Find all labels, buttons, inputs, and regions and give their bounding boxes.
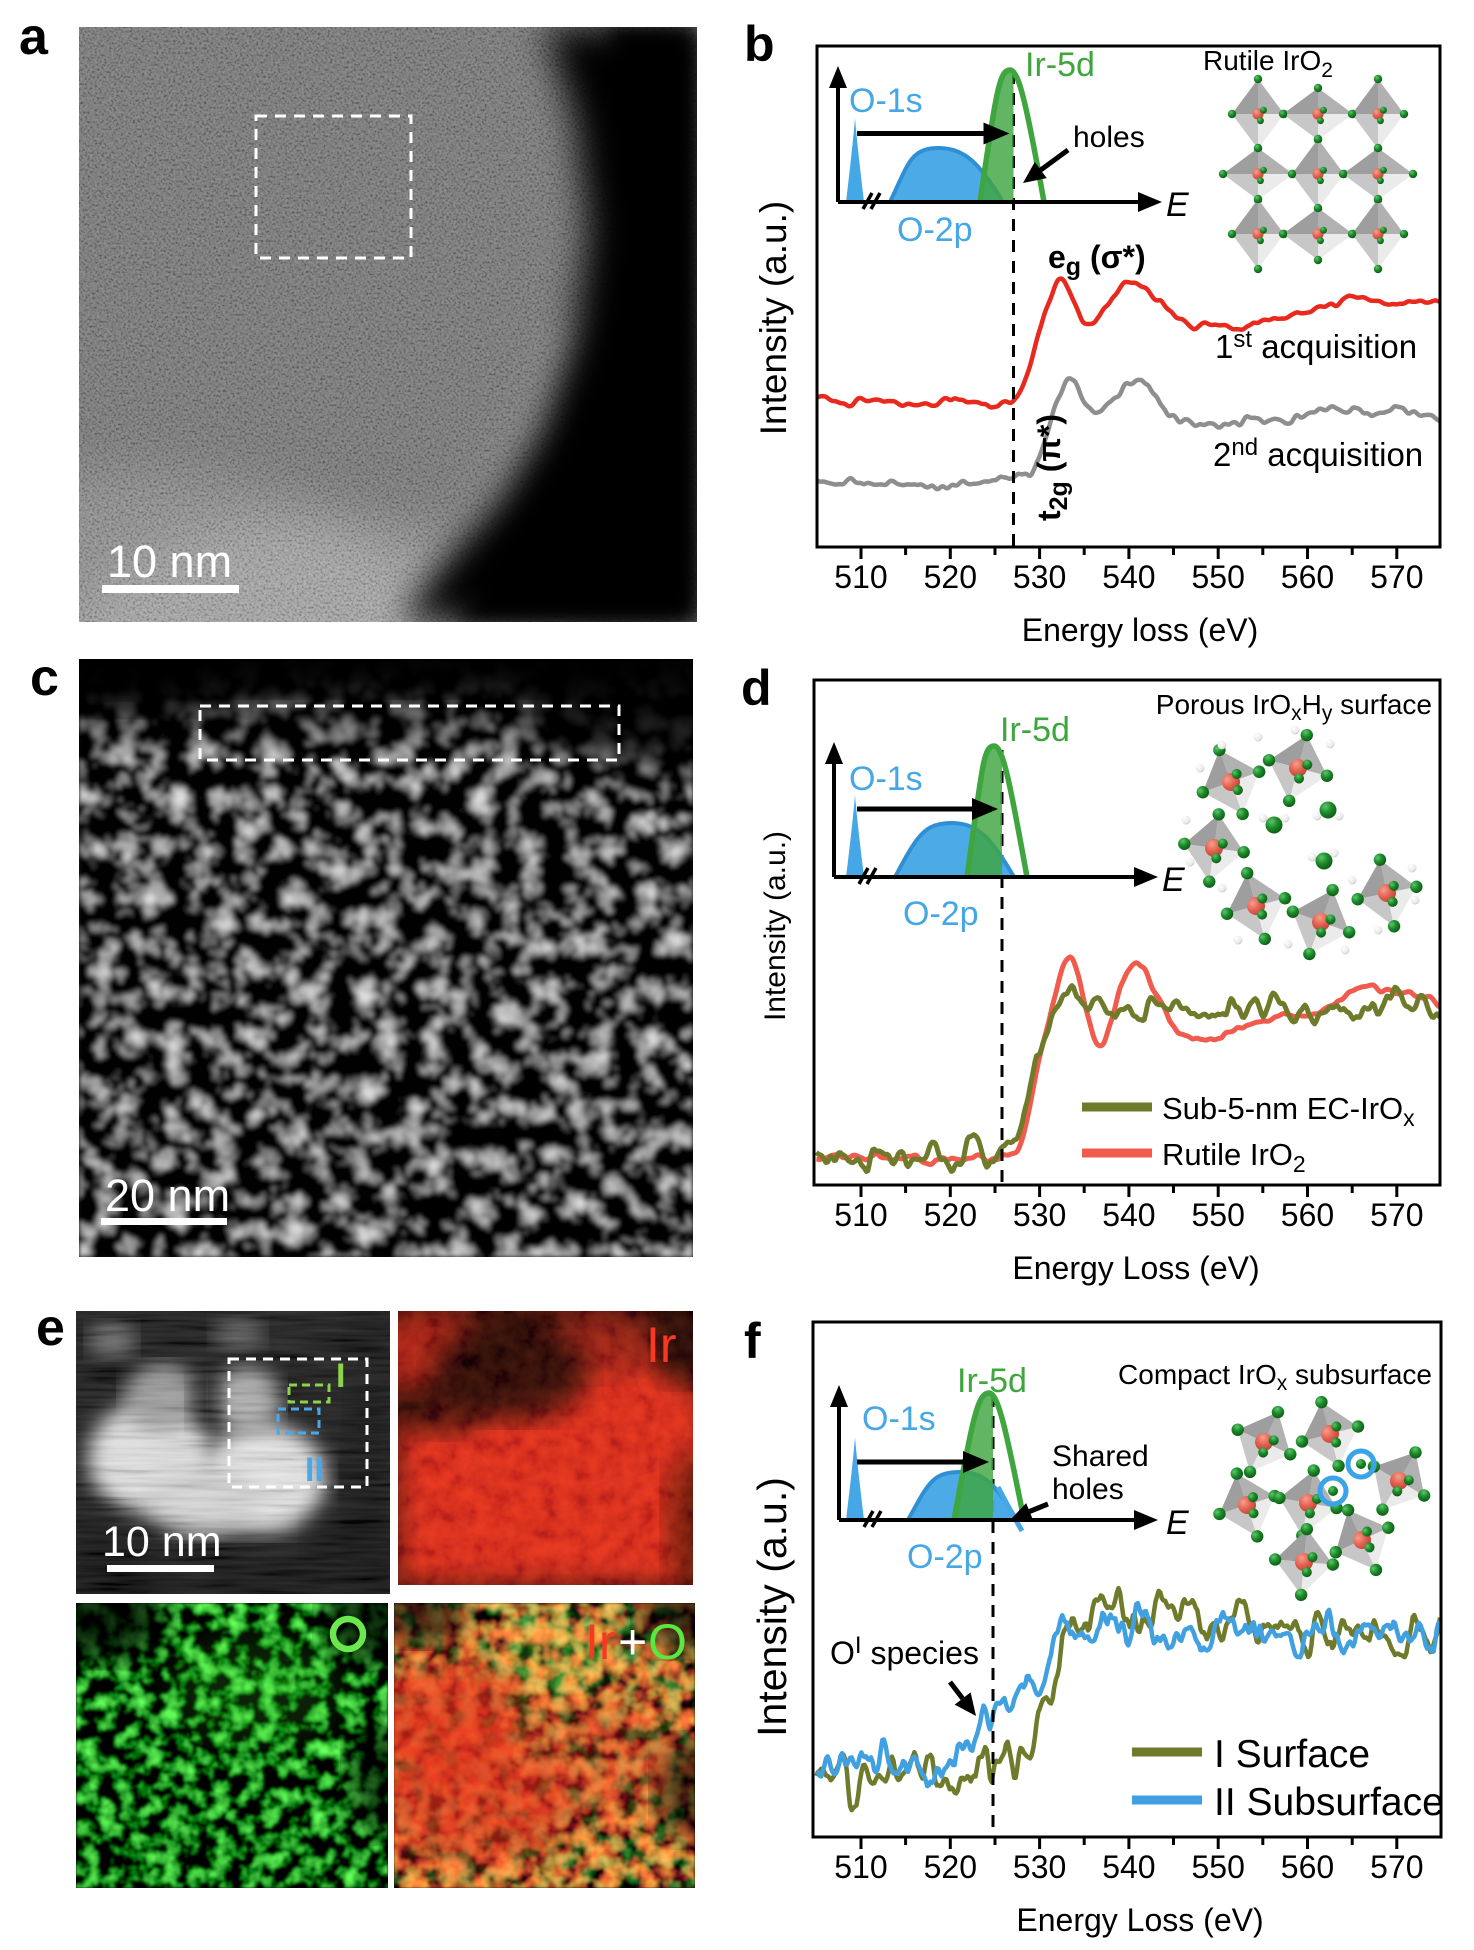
svg-text:2nd acquisition: 2nd acquisition [1213, 434, 1423, 473]
svg-text:Rutile IrO2: Rutile IrO2 [1162, 1137, 1306, 1177]
svg-text:II Subsurface: II Subsurface [1214, 1781, 1444, 1824]
svg-text:Sub-5-nm EC-IrOx: Sub-5-nm EC-IrOx [1162, 1091, 1415, 1131]
svg-text:Energy Loss (eV): Energy Loss (eV) [1016, 1902, 1263, 1938]
svg-text:530: 530 [1013, 1197, 1066, 1233]
svg-text:E: E [1166, 1504, 1189, 1542]
svg-text:540: 540 [1102, 559, 1155, 595]
svg-text:520: 520 [924, 559, 977, 595]
svg-text:20 nm: 20 nm [105, 1170, 230, 1221]
svg-text:560: 560 [1281, 559, 1334, 595]
svg-text:Ir: Ir [646, 1317, 677, 1373]
svg-text:Energy loss (eV): Energy loss (eV) [1022, 612, 1259, 648]
svg-text:Shared: Shared [1052, 1440, 1149, 1473]
svg-text:O-1s: O-1s [849, 760, 923, 798]
svg-text:530: 530 [1013, 559, 1066, 595]
svg-text:t2g (π*): t2g (π*) [1031, 414, 1073, 521]
svg-text:f: f [744, 1313, 761, 1369]
svg-text:O-1s: O-1s [862, 1400, 936, 1438]
svg-text:holes: holes [1052, 1473, 1124, 1506]
svg-text:Compact IrOx subsurface: Compact IrOx subsurface [1118, 1359, 1432, 1395]
svg-text:I Surface: I Surface [1214, 1733, 1370, 1776]
svg-text:530: 530 [1013, 1849, 1066, 1885]
svg-text:+: + [618, 1614, 647, 1670]
svg-text:O-2p: O-2p [903, 895, 979, 933]
svg-text:eg (σ*): eg (σ*) [1048, 239, 1146, 281]
svg-text:570: 570 [1370, 1849, 1423, 1885]
svg-text:520: 520 [924, 1197, 977, 1233]
svg-text:560: 560 [1281, 1197, 1334, 1233]
svg-text:10 nm: 10 nm [102, 1518, 222, 1566]
svg-text:I: I [336, 1357, 345, 1395]
svg-text:510: 510 [834, 559, 887, 595]
svg-text:O-2p: O-2p [897, 211, 973, 249]
svg-text:Ir-5d: Ir-5d [1025, 46, 1095, 84]
svg-text:O-2p: O-2p [907, 1538, 983, 1576]
svg-text:Ir: Ir [585, 1614, 616, 1670]
svg-text:540: 540 [1102, 1197, 1155, 1233]
svg-text:holes: holes [1073, 121, 1145, 154]
svg-text:570: 570 [1370, 559, 1423, 595]
svg-text:550: 550 [1192, 1849, 1245, 1885]
svg-text:570: 570 [1370, 1197, 1423, 1233]
svg-text:Ir-5d: Ir-5d [957, 1362, 1027, 1400]
svg-text:10 nm: 10 nm [107, 536, 232, 587]
svg-text:b: b [744, 16, 775, 72]
svg-text:Intensity (a.u.): Intensity (a.u.) [753, 201, 794, 435]
svg-text:Ir-5d: Ir-5d [1000, 711, 1070, 749]
svg-text:Porous IrOxHy surface: Porous IrOxHy surface [1156, 689, 1432, 725]
svg-text:510: 510 [834, 1849, 887, 1885]
svg-text:a: a [19, 8, 49, 66]
svg-text:d: d [741, 660, 772, 716]
svg-text:E: E [1162, 861, 1185, 899]
svg-text:O-1s: O-1s [849, 82, 923, 120]
svg-text:E: E [1166, 186, 1189, 224]
svg-text:Intensity (a.u.): Intensity (a.u.) [749, 1477, 795, 1737]
svg-text:II: II [305, 1451, 324, 1489]
svg-text:Rutile IrO2: Rutile IrO2 [1203, 45, 1333, 82]
svg-text:520: 520 [924, 1849, 977, 1885]
svg-text:510: 510 [834, 1197, 887, 1233]
svg-text:O: O [648, 1614, 687, 1670]
svg-text:560: 560 [1281, 1849, 1334, 1885]
svg-text:Intensity (a.u.): Intensity (a.u.) [759, 831, 792, 1021]
svg-text:Energy Loss (eV): Energy Loss (eV) [1012, 1250, 1259, 1286]
svg-text:e: e [36, 1299, 65, 1357]
svg-text:1st acquisition: 1st acquisition [1215, 326, 1417, 365]
svg-text:550: 550 [1192, 559, 1245, 595]
svg-text:550: 550 [1192, 1197, 1245, 1233]
svg-text:c: c [30, 649, 59, 707]
svg-text:540: 540 [1102, 1849, 1155, 1885]
svg-text:OI species: OI species [830, 1632, 979, 1671]
